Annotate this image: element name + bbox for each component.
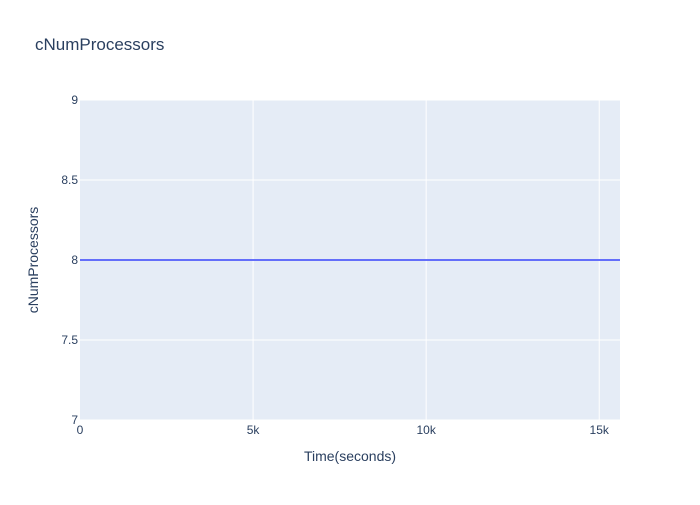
- y-tick-label: 8.5: [61, 173, 78, 187]
- chart-title: cNumProcessors: [35, 35, 164, 54]
- y-tick-label: 7: [71, 413, 78, 427]
- x-tick-label: 10k: [416, 423, 436, 437]
- y-tick-label: 8: [71, 253, 78, 267]
- x-axis-title: Time(seconds): [304, 448, 396, 464]
- tick-labels: 0 5k 10k 15k 7 7.5 8 8.5 9: [61, 93, 610, 437]
- x-tick-label: 5k: [247, 423, 261, 437]
- y-axis-title: cNumProcessors: [25, 207, 41, 314]
- y-tick-label: 7.5: [61, 333, 78, 347]
- x-tick-label: 15k: [590, 423, 610, 437]
- y-tick-label: 9: [71, 93, 78, 107]
- x-tick-label: 0: [77, 423, 84, 437]
